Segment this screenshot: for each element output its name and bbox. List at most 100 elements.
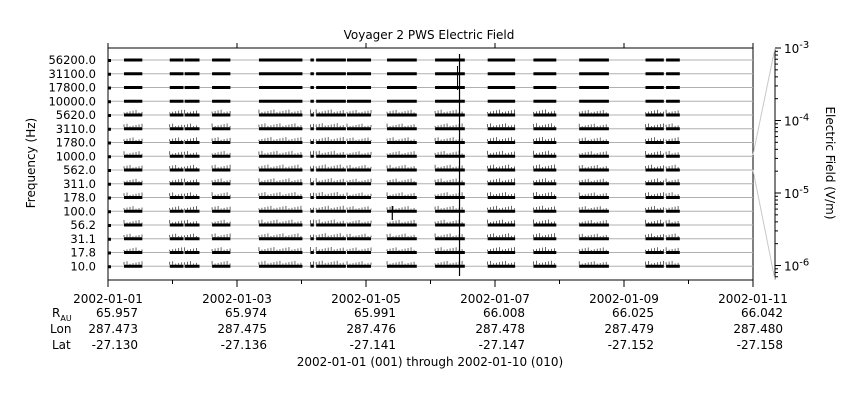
data-segment — [258, 264, 303, 268]
data-segment — [487, 251, 516, 254]
data-segment — [435, 223, 465, 227]
data-segment — [533, 237, 557, 241]
data-segment — [666, 127, 680, 131]
ephemeris-r-value: 66.042 — [741, 306, 783, 320]
data-segment — [310, 168, 314, 172]
data-segment — [347, 86, 372, 89]
data-segment — [212, 196, 231, 199]
data-segment — [645, 86, 664, 89]
data-segment — [124, 223, 143, 227]
data-segment — [435, 141, 465, 144]
data-segment — [169, 264, 184, 268]
data-segment — [347, 72, 372, 76]
data-segment — [487, 168, 516, 172]
data-segment — [124, 99, 143, 103]
data-segment — [666, 264, 680, 268]
data-segment — [645, 223, 664, 227]
data-segment — [579, 223, 609, 227]
data-segment — [579, 127, 609, 131]
data-segment — [666, 141, 680, 144]
data-segment — [387, 168, 417, 172]
time-tick-label: 2002-01-03 — [202, 292, 272, 306]
frequency-tick-label: 100.0 — [63, 204, 96, 218]
channel-marker — [108, 155, 111, 159]
data-segment — [347, 264, 372, 268]
data-segment — [310, 264, 314, 268]
plot-frame — [107, 47, 754, 281]
data-segment — [435, 72, 465, 76]
data-segment — [387, 141, 417, 144]
data-segment — [316, 72, 346, 76]
channel-marker — [108, 127, 111, 131]
data-segment — [124, 72, 143, 76]
data-segment — [310, 72, 314, 76]
data-segment — [258, 99, 303, 103]
data-segment — [533, 113, 557, 117]
data-segment — [347, 251, 372, 254]
data-segment — [533, 182, 557, 186]
data-segment — [487, 141, 516, 144]
ephemeris-lon-value: 287.476 — [346, 322, 396, 336]
data-segment — [212, 72, 231, 76]
data-segment — [124, 237, 143, 241]
data-segment — [487, 182, 516, 186]
ephemeris-r-value: 65.991 — [354, 306, 396, 320]
data-segment — [212, 141, 231, 144]
data-segment — [184, 196, 200, 199]
data-segment — [316, 127, 346, 131]
colorbar-tick-label: 10-6 — [784, 258, 809, 274]
data-segment — [387, 251, 417, 254]
data-segment — [258, 86, 303, 89]
data-segment — [666, 209, 680, 213]
ephemeris-lon-value: 287.479 — [604, 322, 654, 336]
data-segment — [487, 209, 516, 213]
frequency-tick-label: 3110.0 — [56, 122, 96, 136]
data-segment — [169, 196, 184, 199]
frequency-tick-label: 17800.0 — [48, 81, 96, 95]
data-segment — [124, 196, 143, 199]
frequency-tick-label: 1780.0 — [56, 136, 96, 150]
data-segment — [258, 58, 303, 62]
data-segment — [487, 113, 516, 117]
data-segment — [212, 251, 231, 254]
ephemeris-lat-value: -27.141 — [350, 338, 396, 352]
data-segment — [258, 154, 303, 158]
data-segment — [316, 58, 346, 62]
data-segment — [487, 154, 516, 158]
data-segment — [645, 99, 664, 103]
ephemeris-lat-value: -27.130 — [92, 338, 138, 352]
colorbar: 10-6 10-5 10-4 10-3 — [752, 40, 809, 281]
data-segment — [316, 251, 346, 254]
data-segment — [310, 99, 314, 103]
data-segment — [258, 141, 303, 144]
ephemeris-lon-value: 287.480 — [733, 322, 783, 336]
data-segment — [387, 264, 417, 268]
frequency-tick-label: 31.1 — [70, 232, 96, 246]
colorbar-tick-label: 10-3 — [784, 40, 809, 56]
frequency-tick-label: 10000.0 — [48, 94, 96, 108]
data-segment — [666, 99, 680, 103]
data-segment — [579, 237, 609, 241]
data-segment — [435, 127, 465, 131]
data-segment — [487, 223, 516, 227]
data-segment — [347, 99, 372, 103]
data-segment — [347, 141, 372, 144]
data-segment — [169, 58, 184, 62]
data-segment — [347, 168, 372, 172]
data-segment — [212, 168, 231, 172]
data-segment — [533, 141, 557, 144]
plot-panel — [107, 47, 754, 281]
data-segment — [347, 196, 372, 199]
data-segment — [645, 251, 664, 254]
data-segment — [645, 141, 664, 144]
data-segment — [645, 264, 664, 268]
data-segment — [124, 182, 143, 186]
data-segment — [316, 223, 346, 227]
data-segment — [169, 209, 184, 213]
data-segment — [310, 251, 314, 254]
data-segment — [316, 209, 346, 213]
data-segment — [645, 154, 664, 158]
data-segment — [184, 113, 200, 117]
data-segment — [347, 223, 372, 227]
data-segment — [435, 58, 465, 62]
